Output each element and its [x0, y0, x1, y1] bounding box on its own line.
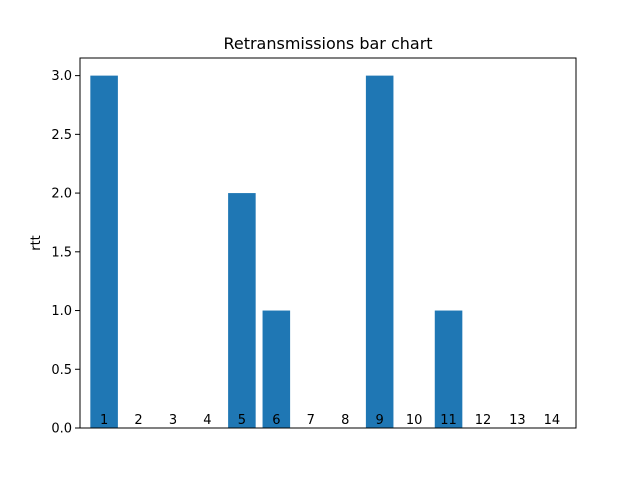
category-label-1: 1: [100, 413, 108, 428]
category-labels-layer: 1 2 3 4 5 6 7 8 9 10 11 12 13 14: [100, 413, 560, 428]
y-ticks-layer: 0.0 0.5 1.0 1.5 2.0 2.5 3.0: [51, 69, 80, 437]
y-tick-label-2.0: 2.0: [51, 187, 72, 202]
chart-title: Retransmissions bar chart: [223, 34, 432, 53]
category-label-11: 11: [440, 413, 457, 428]
category-label-3: 3: [169, 413, 177, 428]
y-tick-label-1.0: 1.0: [51, 304, 72, 319]
y-axis-label: rtt: [29, 235, 44, 251]
category-label-9: 9: [376, 413, 384, 428]
bar-6: [262, 310, 291, 428]
y-tick-label-2.5: 2.5: [51, 128, 72, 143]
bar-5: [228, 193, 256, 428]
category-label-7: 7: [307, 413, 315, 428]
bar-9: [365, 75, 394, 428]
bar-11: [434, 310, 463, 428]
y-tick-label-1.5: 1.5: [51, 245, 72, 260]
category-label-14: 14: [544, 413, 561, 428]
category-label-8: 8: [341, 413, 349, 428]
y-tick-label-3.0: 3.0: [51, 69, 72, 84]
category-label-13: 13: [509, 413, 526, 428]
category-label-5: 5: [238, 413, 246, 428]
bars-layer: [90, 75, 463, 428]
y-tick-label-0.0: 0.0: [51, 422, 72, 437]
category-label-6: 6: [272, 413, 280, 428]
plot-frame: [79, 57, 577, 429]
category-label-4: 4: [203, 413, 211, 428]
bar-1: [90, 75, 118, 428]
category-label-10: 10: [406, 413, 423, 428]
y-tick-label-0.5: 0.5: [51, 363, 72, 378]
category-label-12: 12: [475, 413, 492, 428]
category-label-2: 2: [134, 413, 142, 428]
